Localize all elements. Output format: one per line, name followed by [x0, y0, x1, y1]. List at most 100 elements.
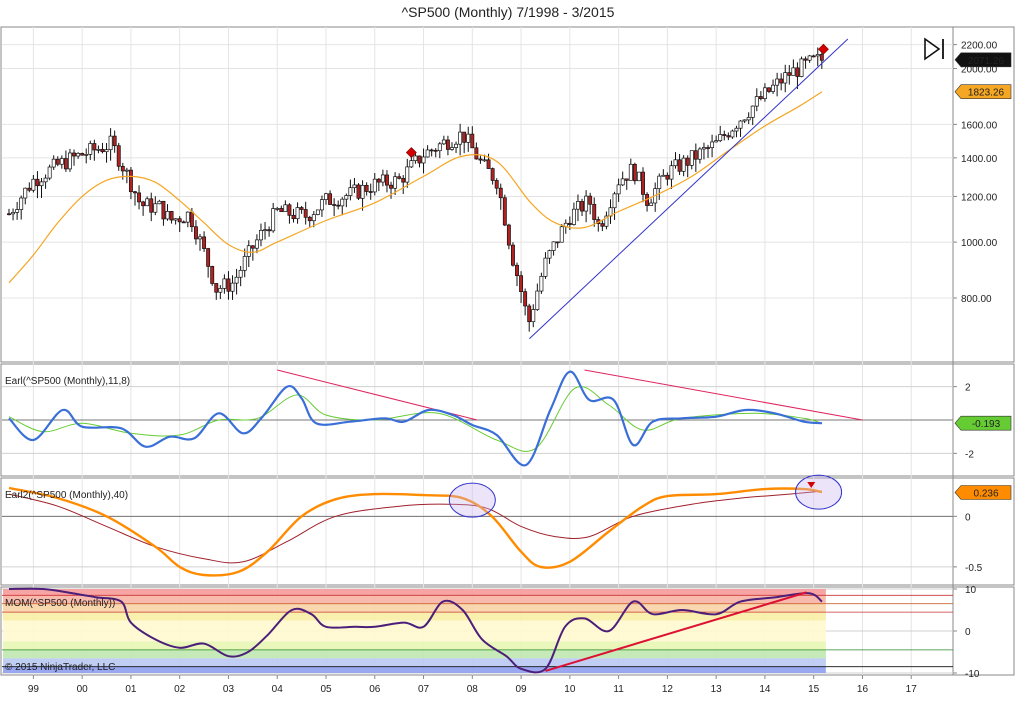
candle[interactable] — [783, 64, 788, 93]
candle[interactable] — [421, 148, 426, 174]
candle[interactable] — [620, 171, 625, 187]
candle[interactable] — [754, 88, 759, 112]
candle[interactable] — [661, 169, 666, 177]
candle[interactable] — [462, 131, 467, 154]
candle[interactable] — [267, 226, 272, 237]
candle[interactable] — [291, 208, 296, 223]
candle[interactable] — [547, 249, 552, 264]
candle[interactable] — [271, 202, 276, 233]
candle[interactable] — [697, 147, 702, 164]
candle[interactable] — [636, 171, 641, 182]
candle[interactable] — [551, 241, 556, 256]
candle[interactable] — [580, 198, 584, 216]
candle[interactable] — [226, 271, 231, 300]
candle[interactable] — [677, 153, 682, 176]
candle[interactable] — [254, 234, 259, 254]
candle[interactable] — [137, 185, 142, 210]
candle[interactable] — [791, 59, 796, 76]
candle[interactable] — [559, 223, 564, 243]
candle[interactable] — [515, 262, 519, 287]
candle[interactable] — [230, 275, 235, 300]
candle[interactable] — [238, 266, 243, 287]
candle[interactable] — [535, 283, 540, 311]
candle[interactable] — [364, 182, 369, 196]
candle[interactable] — [112, 130, 117, 153]
candle[interactable] — [632, 162, 637, 185]
candle[interactable] — [771, 79, 776, 94]
candle[interactable] — [409, 156, 414, 168]
candle[interactable] — [92, 139, 97, 161]
candle[interactable] — [506, 223, 511, 250]
candle[interactable] — [360, 180, 365, 211]
candle[interactable] — [693, 143, 698, 172]
candle[interactable] — [474, 142, 479, 160]
candle[interactable] — [722, 130, 727, 141]
candle[interactable] — [519, 271, 524, 304]
candle[interactable] — [153, 196, 158, 216]
candle[interactable] — [571, 202, 576, 226]
candle[interactable] — [157, 199, 162, 205]
candle[interactable] — [641, 167, 645, 203]
candle[interactable] — [389, 181, 393, 199]
candle[interactable] — [283, 200, 288, 213]
candle[interactable] — [445, 135, 450, 156]
candle[interactable] — [348, 179, 353, 201]
candle[interactable] — [604, 211, 609, 230]
candle[interactable] — [324, 192, 328, 205]
candle[interactable] — [734, 125, 739, 138]
candle[interactable] — [527, 303, 532, 332]
candle[interactable] — [35, 171, 40, 199]
candle[interactable] — [124, 167, 129, 184]
candle[interactable] — [454, 141, 459, 154]
candle[interactable] — [376, 178, 381, 192]
candle[interactable] — [206, 247, 211, 278]
candle[interactable] — [177, 216, 182, 232]
candle[interactable] — [628, 158, 633, 181]
candle[interactable] — [145, 196, 150, 207]
candle[interactable] — [502, 194, 507, 227]
candle[interactable] — [193, 220, 198, 245]
candle[interactable] — [592, 197, 597, 227]
candle[interactable] — [775, 72, 780, 97]
candle[interactable] — [718, 125, 723, 143]
candle[interactable] — [531, 304, 536, 328]
candle[interactable] — [616, 178, 621, 202]
candle[interactable] — [702, 142, 706, 160]
candle[interactable] — [234, 268, 239, 295]
candle[interactable] — [287, 203, 292, 224]
candle[interactable] — [669, 160, 674, 189]
candle[interactable] — [742, 119, 747, 124]
candle[interactable] — [295, 202, 300, 224]
candle[interactable] — [714, 135, 719, 143]
candle[interactable] — [555, 241, 560, 248]
candle[interactable] — [332, 198, 337, 217]
candle[interactable] — [486, 153, 491, 169]
candle[interactable] — [787, 65, 792, 85]
candle[interactable] — [498, 183, 503, 210]
candle[interactable] — [161, 200, 166, 226]
candle[interactable] — [80, 152, 85, 156]
candle[interactable] — [181, 220, 186, 224]
candle[interactable] — [218, 285, 223, 300]
candle[interactable] — [665, 172, 670, 186]
candle[interactable] — [758, 91, 763, 101]
candle[interactable] — [356, 183, 361, 200]
candle[interactable] — [815, 47, 820, 67]
candle[interactable] — [673, 152, 678, 169]
candle[interactable] — [141, 200, 146, 216]
candle[interactable] — [401, 175, 406, 194]
candle[interactable] — [336, 200, 341, 210]
candle[interactable] — [710, 134, 715, 158]
candle[interactable] — [807, 55, 812, 63]
candle[interactable] — [689, 150, 694, 170]
candle[interactable] — [84, 148, 89, 164]
candle[interactable] — [352, 178, 357, 193]
candle[interactable] — [149, 192, 154, 222]
candle[interactable] — [51, 155, 56, 170]
candle[interactable] — [397, 173, 402, 180]
candle[interactable] — [23, 187, 28, 205]
candle[interactable] — [63, 150, 68, 172]
candle[interactable] — [799, 56, 804, 78]
candle[interactable] — [100, 142, 105, 154]
candle[interactable] — [246, 240, 251, 268]
